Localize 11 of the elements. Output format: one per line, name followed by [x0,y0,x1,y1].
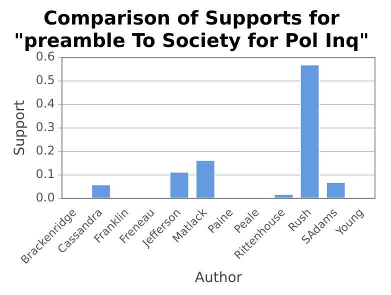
y-tick-label: 0.5 [36,73,55,88]
y-tick-label: 0.6 [36,50,55,64]
x-axis-title: Author [194,270,242,286]
y-tick-label: 0.4 [36,96,55,111]
text: Comparison of Supports for [43,7,340,30]
y-tick-label: 0.1 [36,167,55,181]
y-axis-title: Support [12,100,28,156]
y-tick-label: 0.2 [36,144,55,158]
text: "preamble To Society for Pol Inq" [14,30,370,52]
y-tick-label: 0.3 [36,120,55,134]
y-tick-label: 0.0 [36,190,55,204]
